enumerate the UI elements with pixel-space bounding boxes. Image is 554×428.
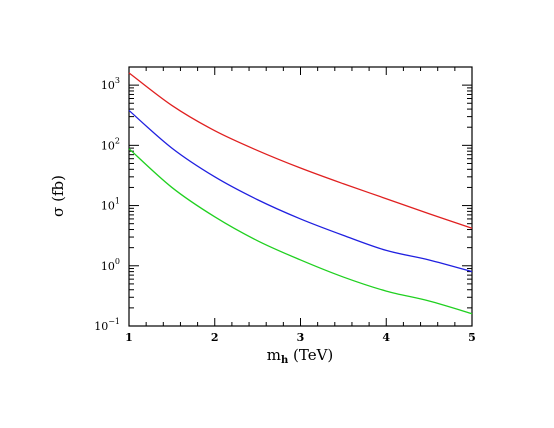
series-line-1 bbox=[128, 72, 473, 229]
axis-ticks bbox=[128, 66, 473, 327]
plot-frame bbox=[128, 66, 473, 327]
y-axis-label: σ (fb) bbox=[49, 175, 67, 217]
x-tick-label: 5 bbox=[468, 331, 476, 344]
series-line-3 bbox=[128, 148, 473, 315]
x-tick-label: 3 bbox=[297, 331, 305, 344]
x-axis-label-subscript: h bbox=[281, 355, 289, 366]
series-layer bbox=[128, 72, 473, 315]
x-tick-label: 2 bbox=[211, 331, 219, 344]
y-tick-label: 100 bbox=[101, 257, 120, 273]
x-axis-label-unit: (TeV) bbox=[288, 346, 333, 364]
series-line-2 bbox=[128, 109, 473, 273]
x-tick-label: 1 bbox=[125, 331, 133, 344]
y-tick-labels: 103 102 101 100 10−1 bbox=[94, 76, 120, 333]
y-tick-label: 10−1 bbox=[94, 317, 120, 333]
x-tick-labels: 1 2 3 4 5 bbox=[125, 331, 476, 344]
y-tick-label: 102 bbox=[101, 136, 120, 152]
y-tick-label: 101 bbox=[101, 197, 120, 213]
x-tick-label: 4 bbox=[382, 331, 390, 344]
x-axis-label-main: m bbox=[267, 346, 281, 364]
y-tick-label: 103 bbox=[101, 76, 120, 92]
x-axis-label: mh (TeV) bbox=[267, 346, 334, 366]
